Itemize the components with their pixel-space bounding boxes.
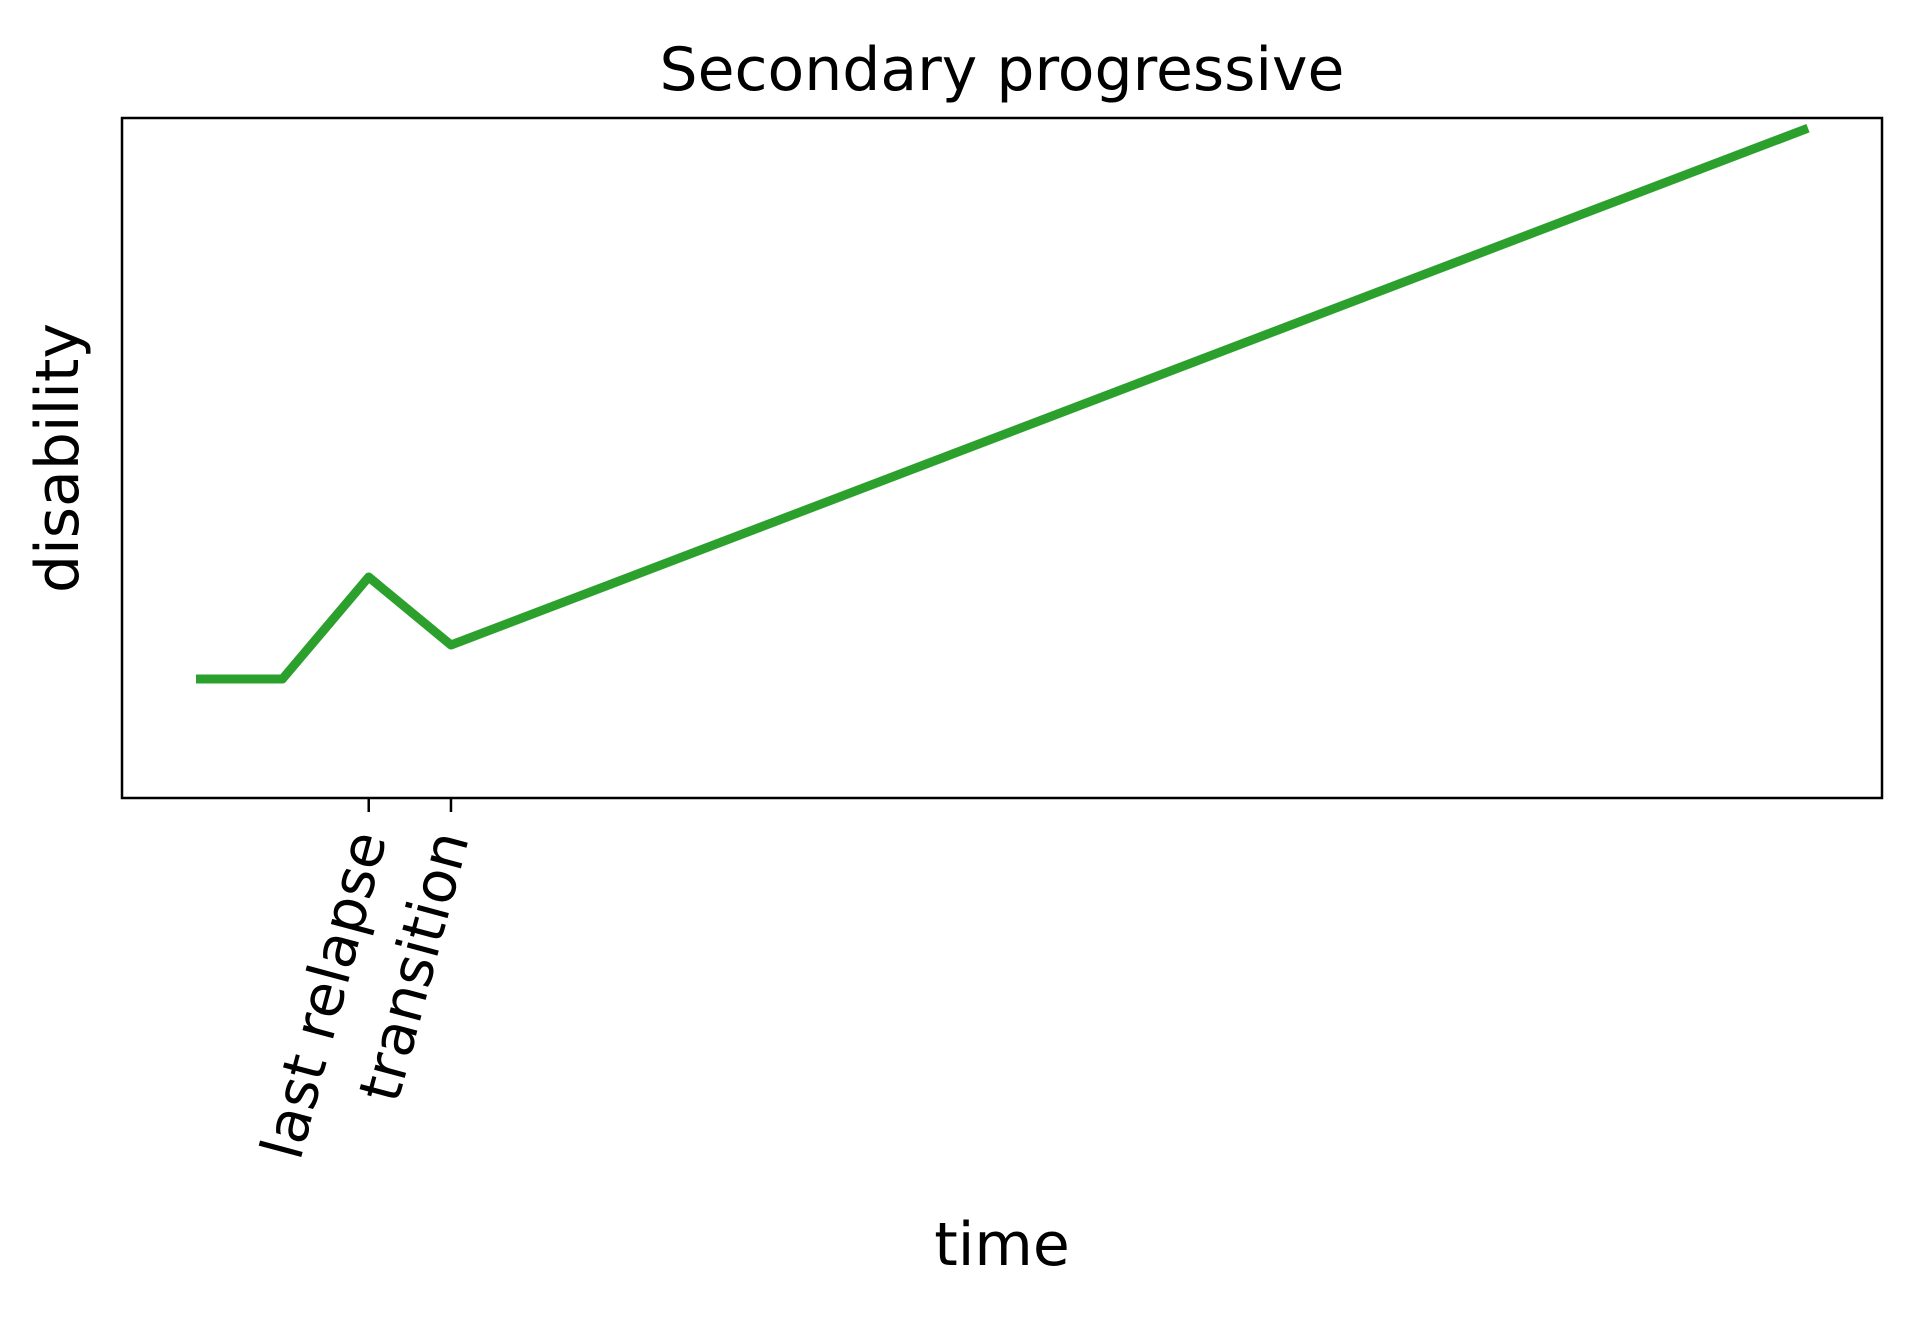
plot-area-frame bbox=[120, 116, 1884, 800]
series-line-0 bbox=[196, 123, 1810, 684]
series-layer bbox=[196, 123, 1810, 684]
chart-title: Secondary progressive bbox=[660, 35, 1345, 105]
x-axis-label: time bbox=[934, 1210, 1070, 1280]
y-axis-label: disability bbox=[23, 323, 93, 593]
